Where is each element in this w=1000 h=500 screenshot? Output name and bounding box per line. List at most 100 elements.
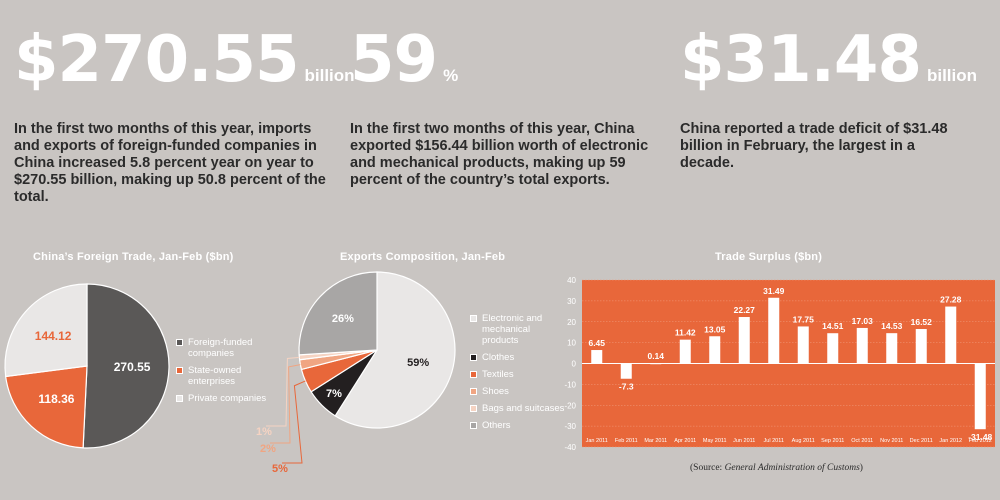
leader-line xyxy=(270,364,301,444)
legend-swatch xyxy=(176,339,183,346)
x-tick-label: Nov 2011 xyxy=(880,438,903,444)
y-tick-label: -20 xyxy=(564,401,576,410)
x-tick-label: Jan 2011 xyxy=(586,438,608,444)
legend-swatch xyxy=(470,354,477,361)
legend-label: Clothes xyxy=(482,352,515,363)
exports-legend: Electronic and mechanical products Cloth… xyxy=(470,313,565,437)
pie-value-label: 5% xyxy=(272,463,288,475)
legend-item: Shoes xyxy=(470,386,565,397)
stat-unit: % xyxy=(443,66,459,85)
legend-label: Electronic and mechanical products xyxy=(482,313,543,346)
foreign-trade-legend: Foreign-funded companies State-owned ent… xyxy=(176,337,276,410)
bar-value-label: 27.28 xyxy=(940,295,962,305)
bar-value-label: 14.53 xyxy=(881,321,903,331)
bar-value-label: 6.45 xyxy=(588,338,605,348)
bar-value-label: 0.14 xyxy=(647,351,664,361)
pie-value-label: 144.12 xyxy=(35,329,72,343)
x-tick-label: Mar 2011 xyxy=(644,438,667,444)
bar xyxy=(709,336,721,364)
legend-item: State-owned enterprises xyxy=(176,365,276,387)
stat-trade-value: $270.55 billion xyxy=(14,28,355,92)
bar-value-label: 14.51 xyxy=(822,321,844,331)
pie-value-label: 26% xyxy=(332,313,354,325)
pie-slice xyxy=(298,271,378,356)
bar-value-label: 13.05 xyxy=(704,324,726,334)
y-tick-label: 0 xyxy=(572,360,577,369)
bar-value-label: 16.52 xyxy=(911,317,933,327)
source-name: General Administration of Customs xyxy=(724,463,860,473)
x-tick-label: Feb 2011 xyxy=(615,438,638,444)
x-tick-label: Oct 2011 xyxy=(851,438,873,444)
bar-value-label: 22.27 xyxy=(734,305,756,315)
bar xyxy=(738,317,750,364)
bar-value-label: -7.3 xyxy=(619,382,634,392)
x-tick-label: Jun 2011 xyxy=(733,438,755,444)
bar-value-label: 17.75 xyxy=(793,314,815,324)
stat-unit: billion xyxy=(926,66,978,85)
bar xyxy=(797,326,809,364)
legend-label: State-owned enterprises xyxy=(188,365,242,387)
foreign-trade-pie-chart: 270.55 118.36 144.12 xyxy=(4,283,170,449)
legend-label: Foreign-funded companies xyxy=(188,337,253,359)
y-tick-label: 40 xyxy=(567,276,576,285)
legend-swatch xyxy=(470,422,477,429)
source-prefix: (Source: xyxy=(690,463,725,473)
stat-big-number: $31.48 xyxy=(680,23,922,97)
legend-label: Private companies xyxy=(188,393,267,404)
bar-value-label: 17.03 xyxy=(852,316,874,326)
x-tick-label: Aug 2011 xyxy=(792,438,815,444)
legend-label: Bags and suitcases xyxy=(482,403,565,414)
bar-value-label: 31.49 xyxy=(763,286,785,296)
pie-value-label: 1% xyxy=(256,426,272,438)
y-tick-label: 30 xyxy=(567,297,576,306)
legend-item: Textiles xyxy=(470,369,565,380)
bar xyxy=(915,329,927,364)
stat-export-share: 59% xyxy=(350,28,458,92)
pie-value-label: 59% xyxy=(407,357,429,369)
stat-big-number: 59 xyxy=(350,23,438,97)
legend-swatch xyxy=(470,315,477,322)
bar-value-label: -31.48 xyxy=(968,432,992,442)
source-suffix: ) xyxy=(859,463,863,473)
pie-value-label: 118.36 xyxy=(38,392,74,406)
y-tick-label: -30 xyxy=(564,422,576,431)
y-tick-label: -10 xyxy=(564,380,576,389)
bar xyxy=(620,363,632,379)
x-tick-label: May 2011 xyxy=(703,438,727,444)
bar xyxy=(856,327,868,364)
chart-title: Trade Surplus ($bn) xyxy=(715,251,823,263)
pie-value-label: 2% xyxy=(260,443,276,455)
legend-label: Shoes xyxy=(482,386,509,397)
legend-item: Bags and suitcases xyxy=(470,403,565,414)
stat-unit: billion xyxy=(304,66,355,85)
stat-big-number: $270.55 xyxy=(14,23,299,97)
pie-value-label: 7% xyxy=(326,388,342,400)
bar-value-label: 11.42 xyxy=(675,328,696,338)
leader-line xyxy=(282,380,306,464)
x-tick-label: Sep 2011 xyxy=(821,438,844,444)
bar xyxy=(679,339,691,364)
legend-swatch xyxy=(176,395,183,402)
legend-item: Foreign-funded companies xyxy=(176,337,276,359)
x-tick-label: Jul 2011 xyxy=(764,438,784,444)
stat-trade-deficit: $31.48 billion xyxy=(680,28,977,92)
bar xyxy=(650,363,662,365)
pie-slice xyxy=(334,271,456,429)
stat-description: China reported a trade deficit of $31.48… xyxy=(680,121,948,171)
legend-item: Electronic and mechanical products xyxy=(470,313,565,346)
y-tick-label: -40 xyxy=(564,443,576,452)
legend-swatch xyxy=(470,388,477,395)
stat-description: In the first two months of this year, im… xyxy=(14,121,326,205)
legend-item: Clothes xyxy=(470,352,565,363)
y-tick-label: 10 xyxy=(567,339,576,348)
bar xyxy=(768,297,780,364)
pie-slice xyxy=(82,283,170,449)
legend-swatch xyxy=(470,405,477,412)
exports-composition-pie-chart: 59% 7% 26% 5% 2% 1% xyxy=(256,271,456,475)
x-tick-label: Jan 2012 xyxy=(939,438,962,444)
source-note: (Source: General Administration of Custo… xyxy=(690,463,863,473)
legend-swatch xyxy=(470,371,477,378)
bar xyxy=(591,350,603,364)
pie-slice xyxy=(4,283,88,378)
bar xyxy=(827,333,839,364)
